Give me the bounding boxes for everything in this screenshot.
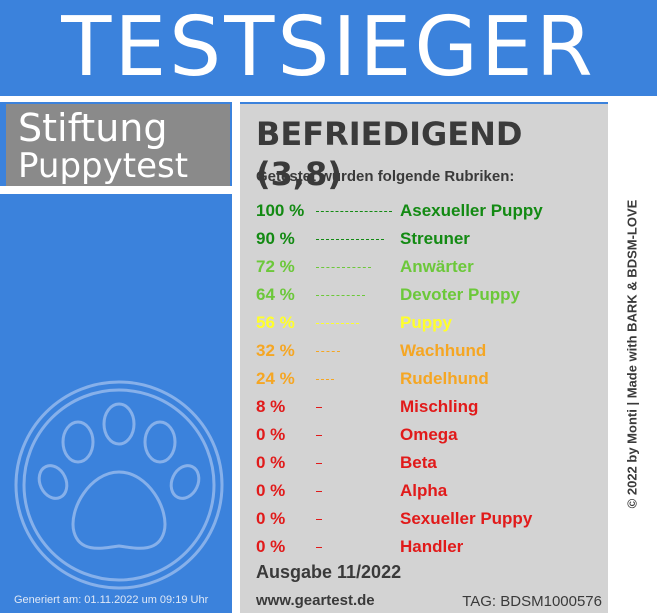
category-label: Streuner [400,229,470,248]
category-label: Anwärter [400,257,474,276]
category-row: 32 % Wachhund [256,340,606,368]
category-percent: 0 % [256,425,286,444]
category-row: 100 % Asexueller Puppy [256,200,606,228]
category-row: 8 % Mischling [256,396,606,424]
category-bar [316,295,365,296]
brand-line-1: Stiftung [18,106,168,150]
banner-title: TESTSIEGER [61,0,596,95]
generated-timestamp: Generiert am: 01.11.2022 um 09:19 Uhr [14,594,209,606]
category-percent: 32 % [256,341,295,360]
category-label: Omega [400,425,458,444]
category-percent: 90 % [256,229,295,248]
category-bar [316,323,359,324]
category-row: 64 % Devoter Puppy [256,284,606,312]
category-label: Mischling [400,397,479,416]
tag-label: TAG: BDSM1000576 [462,593,602,610]
category-row: 24 % Rudelhund [256,368,606,396]
category-label: Devoter Puppy [400,285,520,304]
category-label: Wachhund [400,341,487,360]
brand-line-2: Puppytest [18,146,189,186]
brand-box: Stiftung Puppytest [6,104,230,186]
category-percent: 64 % [256,285,295,304]
category-bar [316,519,322,520]
category-label: Asexueller Puppy [400,201,543,220]
result-panel: BEFRIEDIGEND (3,8) Getestet wurden folge… [240,104,608,613]
category-bar [316,491,322,492]
website-label: www.geartest.de [256,592,375,609]
credit-strip [608,96,657,613]
category-label: Handler [400,537,464,556]
category-bar [316,267,371,268]
category-bar [316,547,322,548]
category-percent: 56 % [256,313,295,332]
category-row: 0 % Omega [256,424,606,452]
category-row: 0 % Beta [256,452,606,480]
copyright-credit: © 2022 by Monti | Made with BARK & BDSM-… [624,199,640,509]
testsieger-banner: TESTSIEGER [0,0,657,96]
divider-vertical [232,96,240,613]
category-row: 90 % Streuner [256,228,606,256]
category-percent: 100 % [256,201,305,220]
category-percent: 0 % [256,453,286,472]
category-percent: 72 % [256,257,295,276]
category-percent: 0 % [256,537,286,556]
category-bar [316,211,392,212]
category-bar [316,351,340,352]
category-percent: 0 % [256,481,286,500]
category-row: 56 % Puppy [256,312,606,340]
category-list: 100 % Asexueller Puppy 90 % Streuner 72 % Anw… [256,200,606,564]
divider-horizontal [0,186,240,194]
category-percent: 24 % [256,369,295,388]
category-label: Beta [400,453,437,472]
category-row: 0 % Handler [256,536,606,564]
category-label: Sexueller Puppy [400,509,533,528]
category-label: Alpha [400,481,448,500]
category-bar [316,463,322,464]
category-bar [316,407,322,408]
category-bar [316,435,322,436]
category-bar [316,239,384,240]
category-row: 0 % Alpha [256,480,606,508]
category-bar [316,379,334,380]
category-percent: 8 % [256,397,286,416]
paw-print-icon [14,380,224,590]
category-percent: 0 % [256,509,286,528]
rating-title: BEFRIEDIGEND (3,8) [256,115,523,193]
credit-container: © 2022 by Monti | Made with BARK & BDSM-… [608,96,657,613]
category-label: Puppy [400,313,452,332]
category-row: 72 % Anwärter [256,256,606,284]
banner-divider [0,96,657,102]
categories-intro: Getestet wurden folgende Rubriken: [256,168,515,185]
issue-label: Ausgabe 11/2022 [256,562,402,582]
category-label: Rudelhund [400,369,489,388]
category-row: 0 % Sexueller Puppy [256,508,606,536]
